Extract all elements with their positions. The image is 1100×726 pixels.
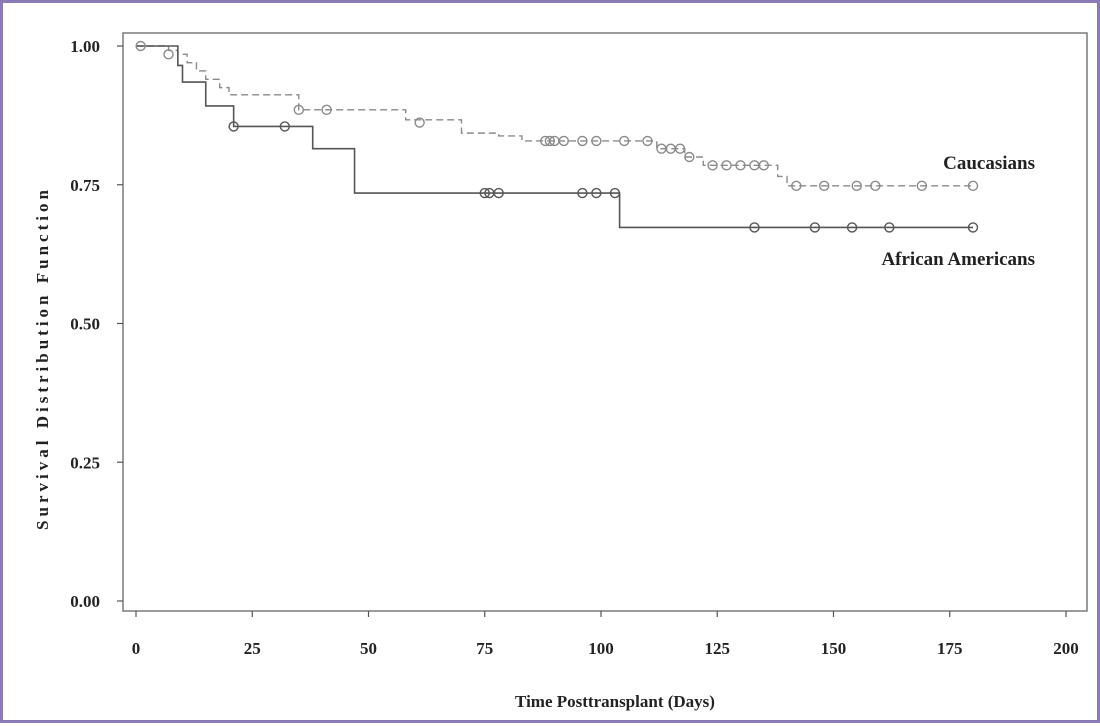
x-tick-label: 125 [705,639,731,658]
x-tick-label: 75 [476,639,493,658]
y-axis: 0.00 0.25 0.50 0.75 1.00 [70,37,123,611]
y-tick-label: 1.00 [70,37,100,56]
censor-marker-african-americans [884,222,895,233]
x-axis: 0 25 50 75 100 125 150 175 200 [132,611,1079,658]
x-tick-label: 0 [132,639,141,658]
censor-marker-caucasians [591,135,602,147]
censor-marker-african-americans [967,222,979,233]
series-line-caucasians [136,45,973,187]
censor-marker-caucasians [758,160,769,171]
censor-marker-african-americans [809,222,821,233]
x-tick-label: 150 [821,639,847,658]
censor-marker-caucasians [870,180,881,192]
x-tick-label: 50 [360,639,377,658]
censor-marker-caucasians [544,135,556,147]
series-label-african-americans: African Americans [881,249,1035,270]
censor-marker-caucasians [619,135,630,147]
series-line-african-americans [136,45,973,229]
censor-marker-african-americans [591,187,602,199]
censor-marker-caucasians [819,180,830,192]
plot-area [122,32,1088,612]
censor-marker-caucasians [851,180,862,192]
censor-marker-caucasians [558,135,569,147]
censor-marker-caucasians [721,160,732,171]
censor-marker-african-americans [577,187,588,199]
x-axis-title: Time Posttransplant (Days) [515,692,715,711]
censor-marker-african-americans [846,222,858,233]
censor-marker-caucasians [735,160,746,171]
censor-marker-african-americans [749,222,760,233]
series-layer [136,45,973,229]
censor-marker-caucasians [293,104,304,116]
censor-markers [135,40,979,233]
y-tick-label: 0.50 [70,315,100,334]
x-tick-label: 100 [588,639,614,658]
censor-marker-caucasians [674,143,686,154]
censor-marker-caucasians [916,180,928,192]
censor-marker-caucasians [163,49,174,60]
censor-marker-african-americans [228,121,239,132]
x-tick-label: 175 [937,639,963,658]
censor-marker-caucasians [577,135,588,147]
y-axis-title: Survival Distribution Function [33,186,52,530]
y-tick-label: 0.00 [70,592,100,611]
y-tick-label: 0.75 [70,176,100,195]
censor-marker-caucasians [321,104,332,116]
censor-marker-caucasians [791,180,802,192]
x-tick-label: 25 [244,639,261,658]
series-label-caucasians: Caucasians [943,153,1035,174]
survival-chart: 0 25 50 75 100 125 150 175 200 0.00 0.25 0.50 0.75 1… [33,32,1088,711]
x-tick-label: 200 [1053,639,1079,658]
censor-marker-caucasians [707,160,718,171]
censor-marker-african-americans [479,187,490,199]
censor-marker-caucasians [642,135,653,147]
censor-marker-african-americans [493,187,504,199]
censor-marker-caucasians [684,151,695,163]
y-tick-label: 0.25 [70,453,100,472]
censor-marker-caucasians [135,40,146,52]
censor-marker-caucasians [967,180,979,192]
censor-marker-caucasians [414,117,425,128]
censor-marker-african-americans [609,187,621,199]
censor-marker-african-americans [279,121,290,132]
